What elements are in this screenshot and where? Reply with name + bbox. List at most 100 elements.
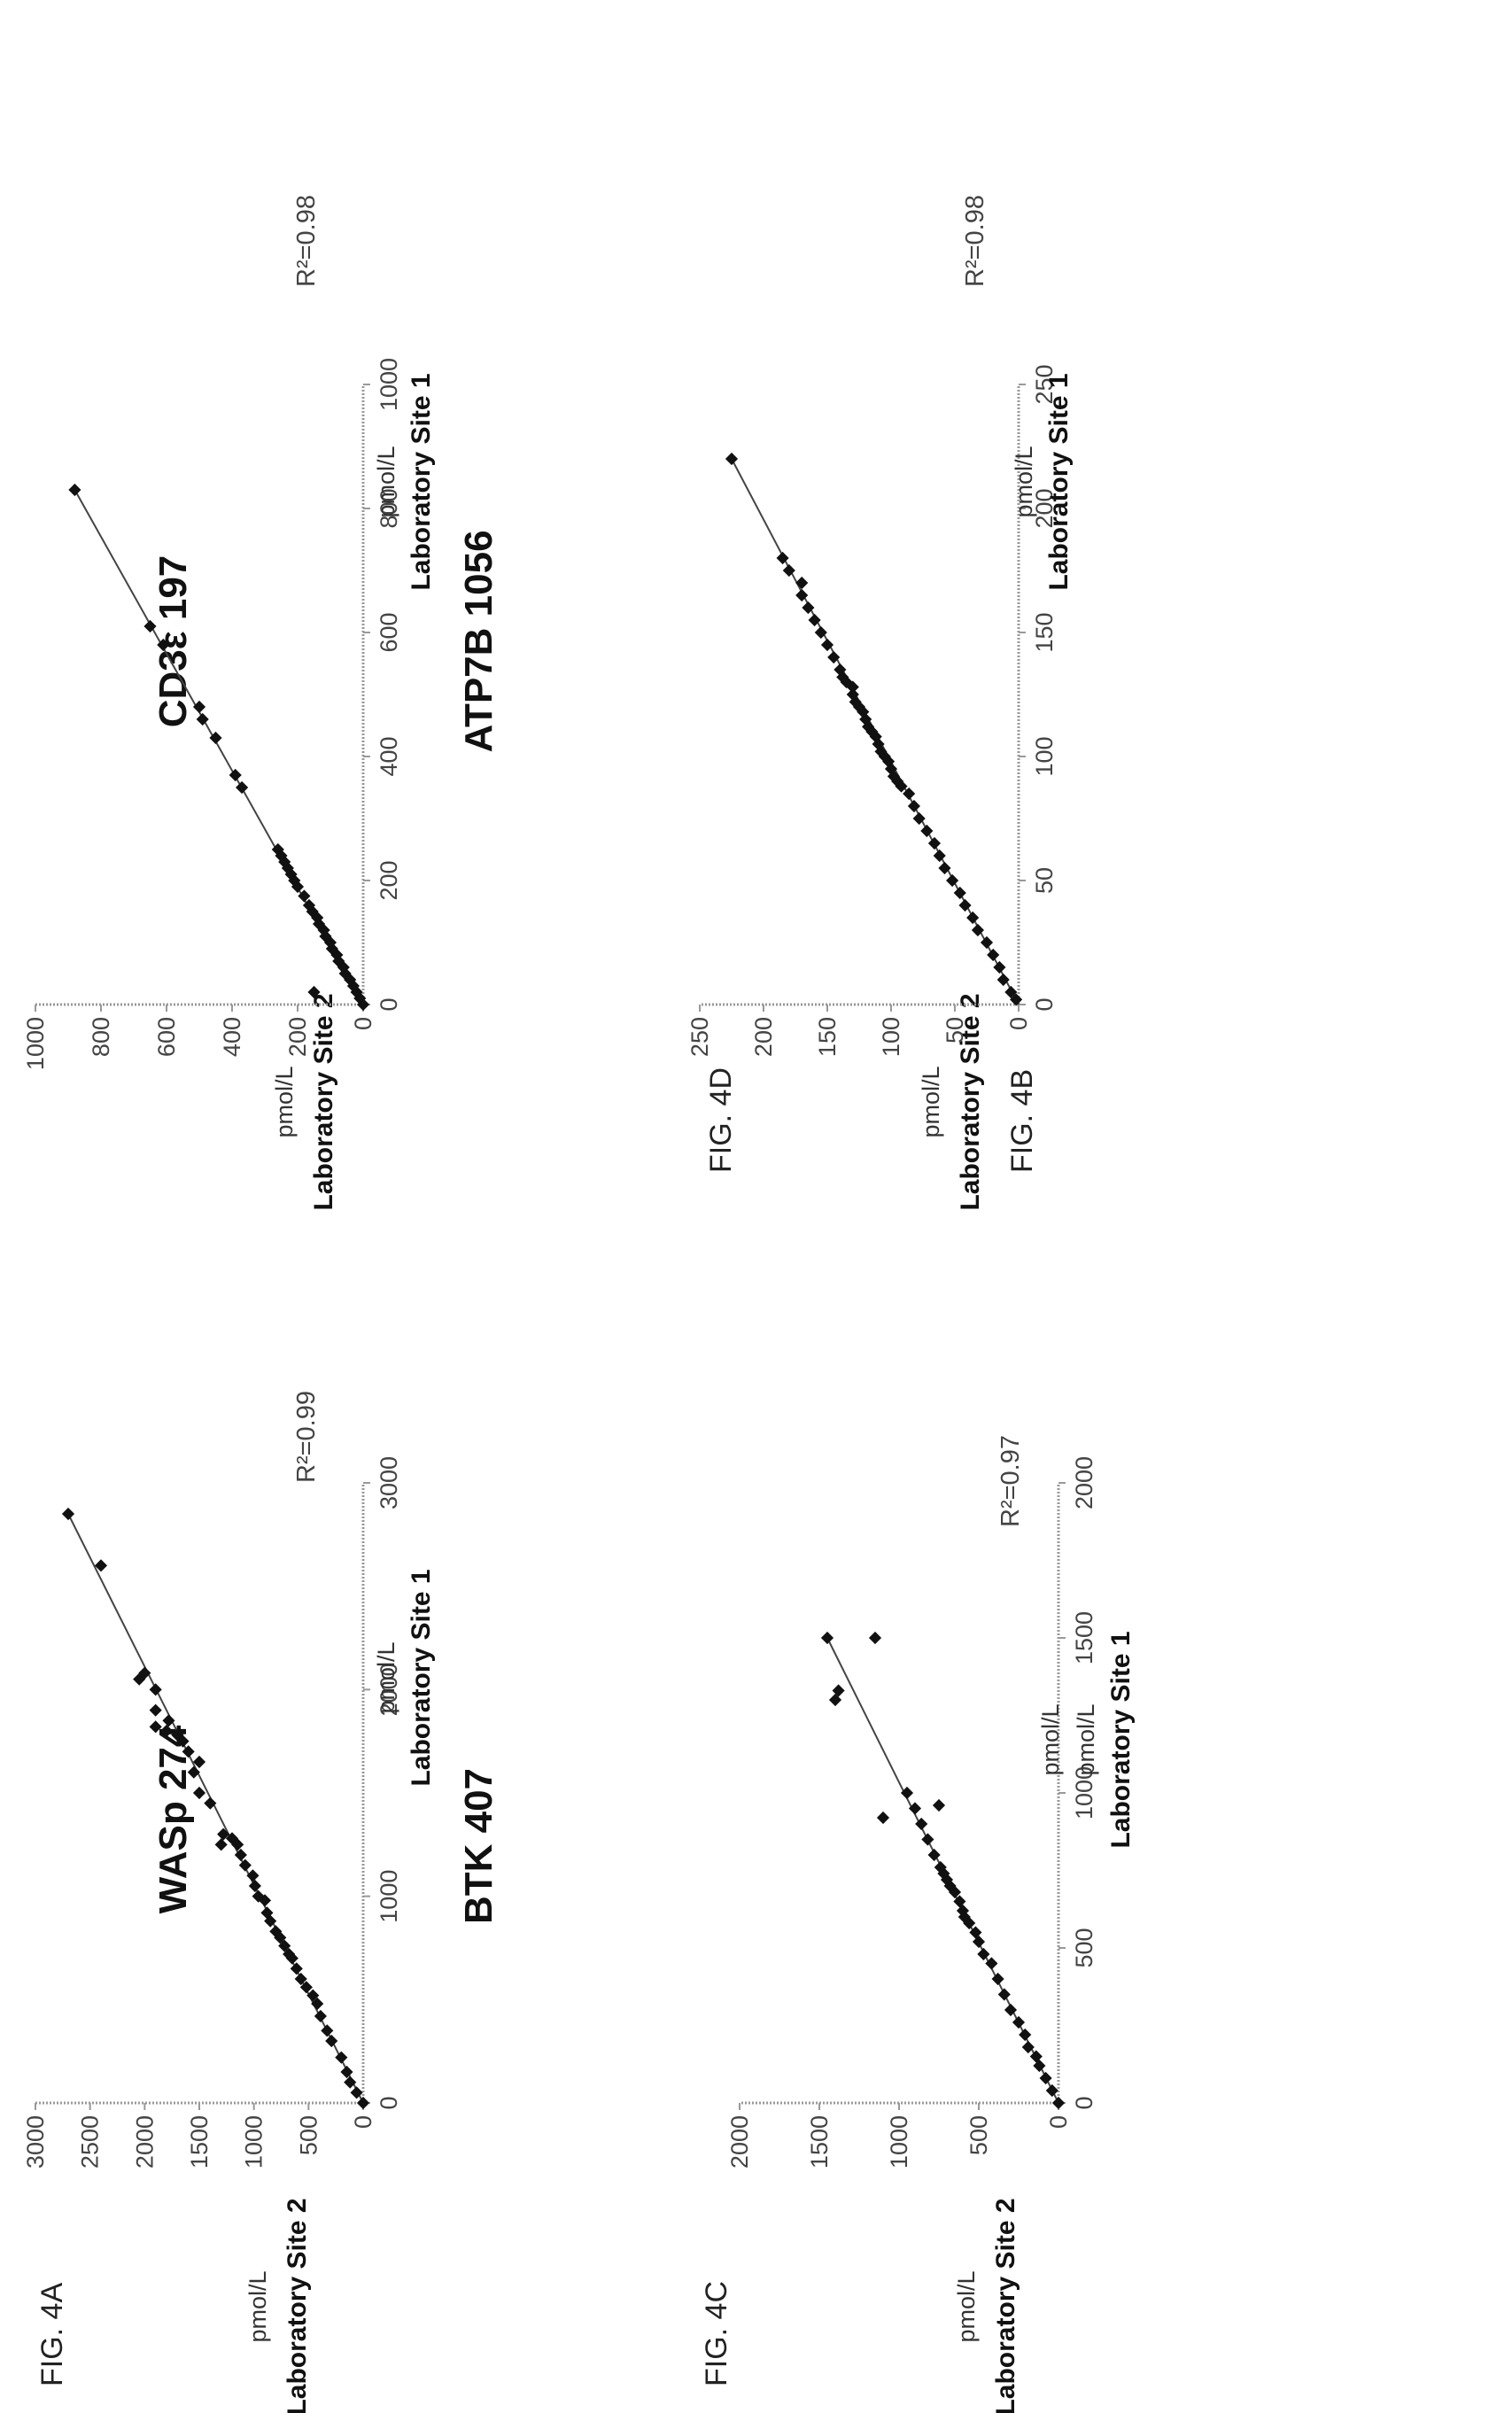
data-point [196, 712, 209, 726]
data-point [827, 650, 841, 664]
panel-b-xlabel: Laboratory Site 1 [407, 373, 436, 590]
data-point [991, 1972, 1004, 1986]
data-point [977, 1947, 990, 1961]
data-point [966, 911, 980, 925]
data-point [246, 1869, 260, 1882]
data-point [1039, 2071, 1052, 2085]
panel-d-atp7b-1056: ATP7B 1056 pmol/L Laboratory Site 2 0 50 1… [457, 195, 1074, 1211]
data-point [958, 898, 972, 912]
fig-4c-label: FIG. 4C [700, 2281, 733, 2386]
x-tick-label: 1000 [376, 1870, 402, 1923]
data-point [946, 873, 959, 888]
data-point [1045, 2083, 1058, 2098]
data-point [820, 638, 834, 652]
data-point [987, 948, 1000, 962]
data-point [61, 1507, 75, 1521]
x-tick-label: 0 [376, 2096, 402, 2109]
panel-d-title: ATP7B 1056 [457, 530, 500, 752]
x-tick-label: 0 [1031, 997, 1058, 1011]
data-point [802, 601, 815, 615]
panel-d-plot: 0 50 100 150 200 250 0 50 100 150 200 250 [686, 364, 1058, 1057]
panel-b-xlabel-unit: pmol/L [373, 446, 399, 517]
panel-a-xlabel-unit: pmol/L [373, 1641, 399, 1713]
data-point [932, 1798, 946, 1812]
data-point [834, 663, 847, 677]
y-tick-label: 200 [284, 1017, 311, 1057]
data-point [149, 1703, 162, 1717]
panel-b-plot: 0 200 400 600 800 1000 0 200 400 600 800 1000 [22, 358, 402, 1070]
x-tick-label: 600 [376, 612, 402, 652]
panel-a-plot: 0 1000 2000 3000 0 500 1000 1500 2000 2500 3000 [22, 1456, 402, 2169]
data-point [868, 1631, 882, 1645]
panel-c-plot: 0 500 1000 1500 2000 0 500 1000 1500 2000 [726, 1456, 1097, 2169]
data-point [907, 799, 920, 813]
data-point [344, 2075, 357, 2089]
y-tick-label: 1000 [241, 2115, 268, 2169]
y-tick-label: 100 [878, 1017, 904, 1057]
panel-b-cd3e-197: CD3ε 197 pmol/L Laboratory Site 2 0 200 40… [22, 195, 436, 1211]
data-point [214, 1838, 228, 1851]
x-tick-label: 500 [1071, 1928, 1097, 1967]
data-point [938, 861, 951, 875]
panel-c-title: BTK 407 [457, 1768, 500, 1924]
panel-c-r2: R²=0.97 [996, 1435, 1025, 1527]
fig-4d-label: FIG. 4D [704, 1067, 738, 1173]
x-tick-label: 50 [1031, 867, 1058, 894]
panel-a-r2: R²=0.99 [292, 1391, 321, 1483]
y-tick-label: 0 [350, 2115, 376, 2129]
y-tick-label: 50 [942, 1017, 968, 1044]
panel-c-xlabel-unit: pmol/L [1073, 1703, 1099, 1775]
data-point [1019, 2028, 1032, 2042]
fig-4a-label: FIG. 4A [35, 2283, 69, 2386]
x-tick-label: 200 [1031, 488, 1058, 528]
x-tick-label: 250 [1031, 364, 1058, 404]
y-tick-label: 0 [350, 1017, 376, 1030]
data-point [248, 1879, 261, 1893]
panel-c-ylabel-unit: pmol/L [953, 2270, 980, 2342]
data-point [149, 1683, 162, 1696]
data-point [143, 619, 157, 633]
y-tick-label: 3000 [22, 2115, 49, 2169]
data-point [971, 923, 984, 937]
y-tick-label: 400 [219, 1017, 245, 1057]
y-tick-label: 0 [1005, 1017, 1032, 1030]
fig-4b-label: FIG. 4B [1005, 1069, 1039, 1173]
y-tick-label: 250 [686, 1017, 713, 1057]
panel-b-title: CD3ε 197 [151, 555, 195, 728]
data-point [159, 1724, 174, 1738]
data-point [335, 2051, 348, 2064]
panel-d-xlabel: Laboratory Site 1 [1044, 373, 1074, 590]
data-point [820, 1631, 834, 1645]
data-point [814, 625, 827, 640]
panel-d-ylabel: Laboratory Site 2 [956, 993, 985, 1210]
data-point [933, 849, 946, 863]
data-point [1010, 993, 1023, 1006]
y-tick-label: 2500 [77, 2115, 104, 2169]
x-tick-label: 150 [1031, 612, 1058, 652]
x-tick-label: 2000 [376, 1663, 402, 1716]
x-tick-label: 0 [1071, 2096, 1097, 2109]
y-tick-label: 2000 [726, 2115, 753, 2169]
panel-d-r2: R²=0.98 [961, 195, 989, 287]
data-point [921, 1833, 934, 1846]
x-tick-label: 1000 [376, 358, 402, 411]
data-point [920, 824, 934, 838]
x-tick-label: 0 [376, 997, 402, 1011]
panel-d-ylabel-unit: pmol/L [918, 1066, 944, 1137]
data-point [209, 731, 222, 745]
data-point [192, 700, 206, 714]
panel-b-r2: R²=0.98 [292, 195, 321, 287]
data-point [908, 1802, 922, 1815]
x-tick-label: 2000 [1071, 1456, 1097, 1509]
panel-b-ylabel: Laboratory Site 2 [309, 993, 338, 1210]
panel-c-xlabel: Laboratory Site 1 [1106, 1631, 1136, 1848]
data-point [927, 1848, 941, 1862]
data-point [192, 1786, 206, 1800]
data-point [302, 898, 316, 912]
data-point [356, 2096, 370, 2110]
panel-a-ylabel: Laboratory Site 2 [283, 2198, 312, 2413]
data-point [340, 2065, 353, 2079]
